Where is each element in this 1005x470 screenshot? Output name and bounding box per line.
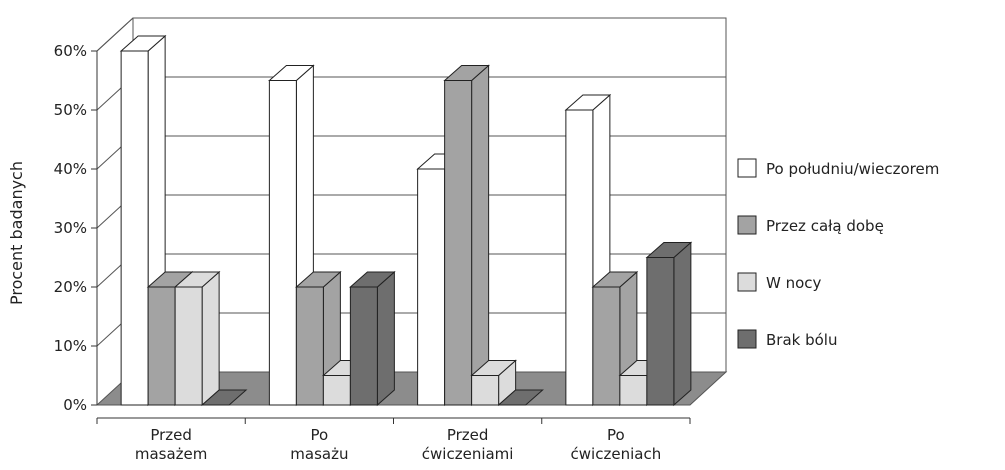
bar-front xyxy=(174,286,203,406)
legend-label: Po południu/wieczorem xyxy=(766,160,939,178)
bar xyxy=(200,389,248,406)
x-tick-label: masażem xyxy=(135,445,208,463)
bar-side xyxy=(673,241,692,407)
bar xyxy=(470,359,517,407)
y-tick-label: 10% xyxy=(54,337,87,355)
bar-front xyxy=(619,375,648,406)
legend: Po południu/wieczorem Przez całą dobę W no… xyxy=(737,158,939,349)
bar-front xyxy=(120,50,149,406)
y-tick-label: 60% xyxy=(54,42,87,60)
bar-front xyxy=(444,80,473,406)
legend-swatch xyxy=(737,158,757,178)
x-tick-label: masażu xyxy=(290,445,348,463)
y-tick-label: 0% xyxy=(63,396,87,414)
bar-front xyxy=(592,286,621,406)
legend-swatch xyxy=(737,272,757,292)
legend-label: Przez całą dobę xyxy=(766,217,884,235)
bar-front xyxy=(349,286,378,406)
legend-label: Brak bólu xyxy=(766,331,837,349)
top-left-edge xyxy=(96,17,134,52)
bar-side xyxy=(376,270,395,407)
bar-front xyxy=(147,286,176,406)
bar-front xyxy=(268,80,297,406)
bar xyxy=(591,270,639,407)
bars xyxy=(119,34,693,407)
x-tick-labels: PrzedmasażemPomasażuPrzedćwiczeniamiPoćw… xyxy=(135,426,661,463)
x-tick-label: ćwiczeniach xyxy=(571,445,662,463)
bar-front xyxy=(646,257,675,406)
bar-top xyxy=(497,389,544,406)
bar-front xyxy=(471,375,500,406)
bar xyxy=(173,270,221,407)
bar xyxy=(443,64,490,407)
bar xyxy=(645,241,693,407)
y-axis-label: Procent badanych xyxy=(7,161,26,305)
bar-front xyxy=(417,168,446,406)
bar-top xyxy=(200,389,248,406)
y-tick-label: 30% xyxy=(54,219,87,237)
bar xyxy=(564,93,612,407)
bar-front xyxy=(565,109,594,406)
x-tick-label: ćwiczeniami xyxy=(422,445,514,463)
legend-label: W nocy xyxy=(766,274,822,292)
bar-side xyxy=(471,64,490,407)
bar-side xyxy=(201,270,220,407)
y-tick-label: 20% xyxy=(54,278,87,296)
y-tick-labels: 0% 10% 20% 30% 40% 50% 60% xyxy=(54,42,87,414)
x-tick-label: Przed xyxy=(150,426,192,444)
bar xyxy=(497,389,544,406)
x-tick-label: Po xyxy=(311,426,329,444)
y-tick-label: 50% xyxy=(54,101,87,119)
bar-front xyxy=(322,375,351,406)
bar-front xyxy=(295,286,324,406)
x-tick-label: Przed xyxy=(447,426,489,444)
legend-swatch xyxy=(737,215,757,235)
bar xyxy=(349,270,396,407)
y-tick-label: 40% xyxy=(54,160,87,178)
x-tick-label: Po xyxy=(607,426,625,444)
legend-swatch xyxy=(737,329,757,349)
